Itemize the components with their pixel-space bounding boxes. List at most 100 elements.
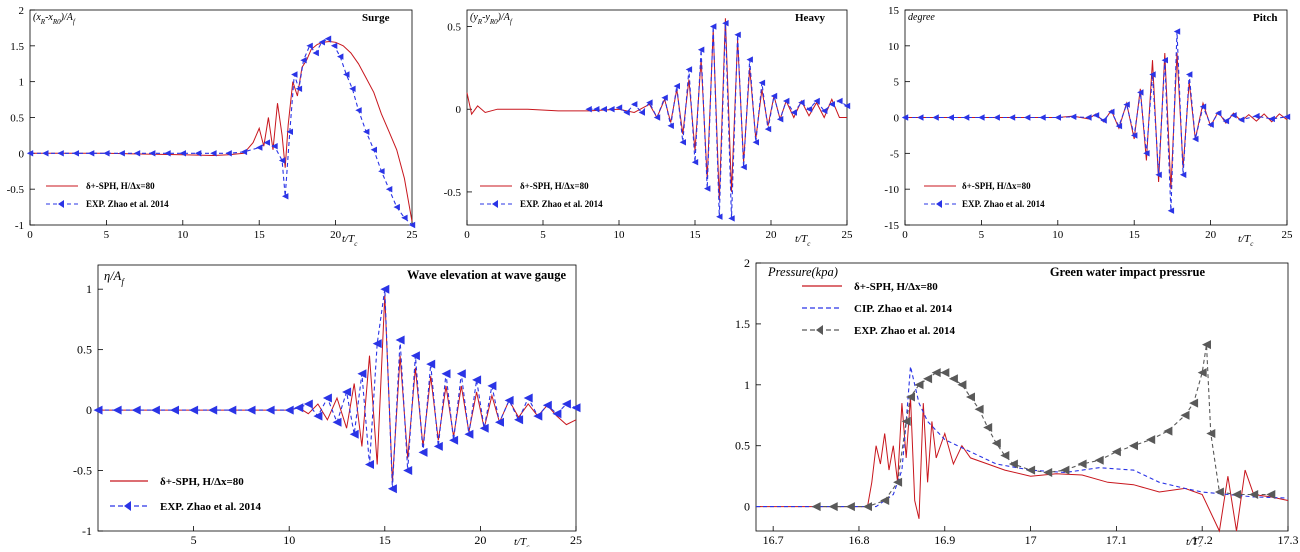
series-marker-1: [1238, 116, 1245, 123]
series-marker-2: [1111, 447, 1121, 457]
series-marker-1: [585, 106, 592, 113]
series-marker-1: [734, 31, 741, 38]
series-line-0: [30, 40, 413, 222]
series-marker-1: [1039, 114, 1046, 121]
series-marker-2: [931, 368, 941, 378]
legend-cip-label: CIP. Zhao et al. 2014: [854, 303, 952, 315]
series-marker-2: [991, 438, 1001, 448]
x-tick-label: 5: [191, 533, 197, 547]
panel-heavy: (yR-yR0)/Af Heavy t/Tc 0 5 10 15 20 25 -0.5 0 0.…: [444, 9, 853, 248]
panel-pitch-legend: δ+-SPH, H/Δx=80 EXP. Zhao et al. 2014: [924, 181, 1045, 209]
series-marker-1: [1054, 114, 1061, 121]
series-marker-1: [947, 114, 954, 121]
series-marker-1: [330, 42, 338, 49]
series-marker-1: [343, 71, 350, 78]
series-marker-2: [1163, 426, 1173, 436]
y-tick-label: -15: [884, 220, 899, 232]
series-marker-2: [906, 392, 915, 402]
panel-heavy-ylabel: (yR-yR0)/Af: [470, 12, 513, 26]
series-line-1: [30, 37, 413, 226]
series-marker-2: [863, 502, 872, 512]
panel-green-ylabel: Pressure(kpa): [767, 265, 838, 279]
series-marker-1: [312, 49, 319, 57]
x-tick-label: 5: [104, 229, 110, 241]
x-tick-label: 0: [27, 229, 33, 241]
series-marker-1: [1092, 112, 1100, 119]
series-marker-2: [1266, 490, 1276, 499]
series-marker-1: [403, 466, 413, 475]
y-tick-label: 0: [894, 113, 900, 125]
series-marker-1: [418, 447, 428, 457]
series-marker-1: [1008, 114, 1016, 121]
y-tick-label: 0: [19, 148, 25, 160]
panel-heavy-title: Heavy: [795, 12, 825, 24]
x-tick-label: 25: [570, 533, 582, 547]
series-marker-1: [776, 116, 784, 123]
series-marker-1: [118, 150, 125, 157]
series-marker-1: [246, 405, 256, 415]
panel-pitch-ticks: 0 5 10 15 20 25 -15 -10 -5 0 5 10 15: [884, 5, 1293, 241]
series-marker-1: [1137, 89, 1144, 96]
x-tick-label: 0: [902, 229, 908, 241]
series-marker-1: [72, 150, 79, 157]
series-marker-1: [318, 39, 325, 46]
series-marker-1: [464, 429, 474, 439]
panel-surge-ylabel: (xR-xR0)/Af: [33, 12, 76, 26]
x-tick-label: 15: [379, 533, 391, 547]
legend-exp-label: EXP. Zhao et al. 2014: [520, 199, 603, 209]
panel-heavy-xlabel: t/Tc: [795, 233, 811, 248]
series-marker-1: [385, 186, 393, 193]
panel-surge-ticks: 0 5 10 15 20 25 -1 -0.5 0 0.5 1 1.5 2: [7, 5, 418, 241]
series-marker-1: [1186, 71, 1193, 78]
series-marker-2: [923, 374, 933, 384]
series-marker-1: [286, 128, 293, 135]
series-marker-2: [914, 380, 924, 390]
series-marker-2: [1094, 455, 1104, 465]
series-line-0: [98, 295, 577, 483]
series-marker-2: [1249, 490, 1259, 499]
series-marker-1: [256, 144, 263, 151]
legend-sph-label: δ+-SPH, H/Δx=80: [520, 181, 589, 191]
series-marker-1: [821, 107, 828, 115]
series-marker-1: [1253, 112, 1260, 120]
series-marker-1: [1149, 71, 1156, 78]
series-marker-1: [284, 405, 294, 415]
series-marker-1: [401, 214, 408, 221]
panel-green-water: Pressure(kpa) Green water impact pressru…: [735, 256, 1299, 551]
series-marker-1: [1199, 103, 1207, 110]
series-marker-1: [263, 139, 270, 146]
y-tick-label: 1.5: [10, 41, 24, 53]
series-marker-1: [552, 409, 562, 419]
series-marker-1: [764, 125, 772, 133]
legend-exp-marker: [816, 325, 823, 335]
x-tick-label: 25: [1282, 229, 1294, 241]
series-marker-1: [1131, 132, 1138, 139]
legend-exp-label: EXP. Zhao et al. 2014: [86, 199, 169, 209]
series-marker-1: [365, 460, 374, 469]
series-marker-1: [638, 109, 645, 116]
series-marker-1: [170, 405, 179, 415]
series-marker-1: [783, 97, 790, 105]
series-marker-1: [561, 399, 571, 409]
series-line-2: [816, 344, 1271, 508]
series-marker-1: [479, 423, 489, 433]
series-marker-1: [349, 85, 356, 92]
legend-sph-label: δ+-SPH, H/Δx=80: [160, 476, 244, 488]
y-tick-label: 1: [86, 282, 92, 296]
series-marker-1: [393, 203, 400, 211]
series-marker-1: [278, 157, 286, 164]
series-marker-2: [811, 502, 821, 512]
series-marker-2: [1060, 465, 1070, 475]
series-line-0: [466, 18, 847, 201]
series-marker-1: [805, 106, 813, 113]
series-marker-1: [740, 163, 747, 171]
series-marker-1: [1283, 113, 1291, 120]
series-line-1: [98, 289, 577, 489]
series-marker-1: [673, 82, 680, 90]
series-marker-1: [1024, 114, 1031, 121]
series-marker-2: [1026, 465, 1036, 475]
series-marker-1: [504, 395, 514, 405]
series-marker-1: [164, 150, 171, 157]
series-marker-2: [957, 380, 967, 390]
series-marker-1: [441, 369, 451, 379]
